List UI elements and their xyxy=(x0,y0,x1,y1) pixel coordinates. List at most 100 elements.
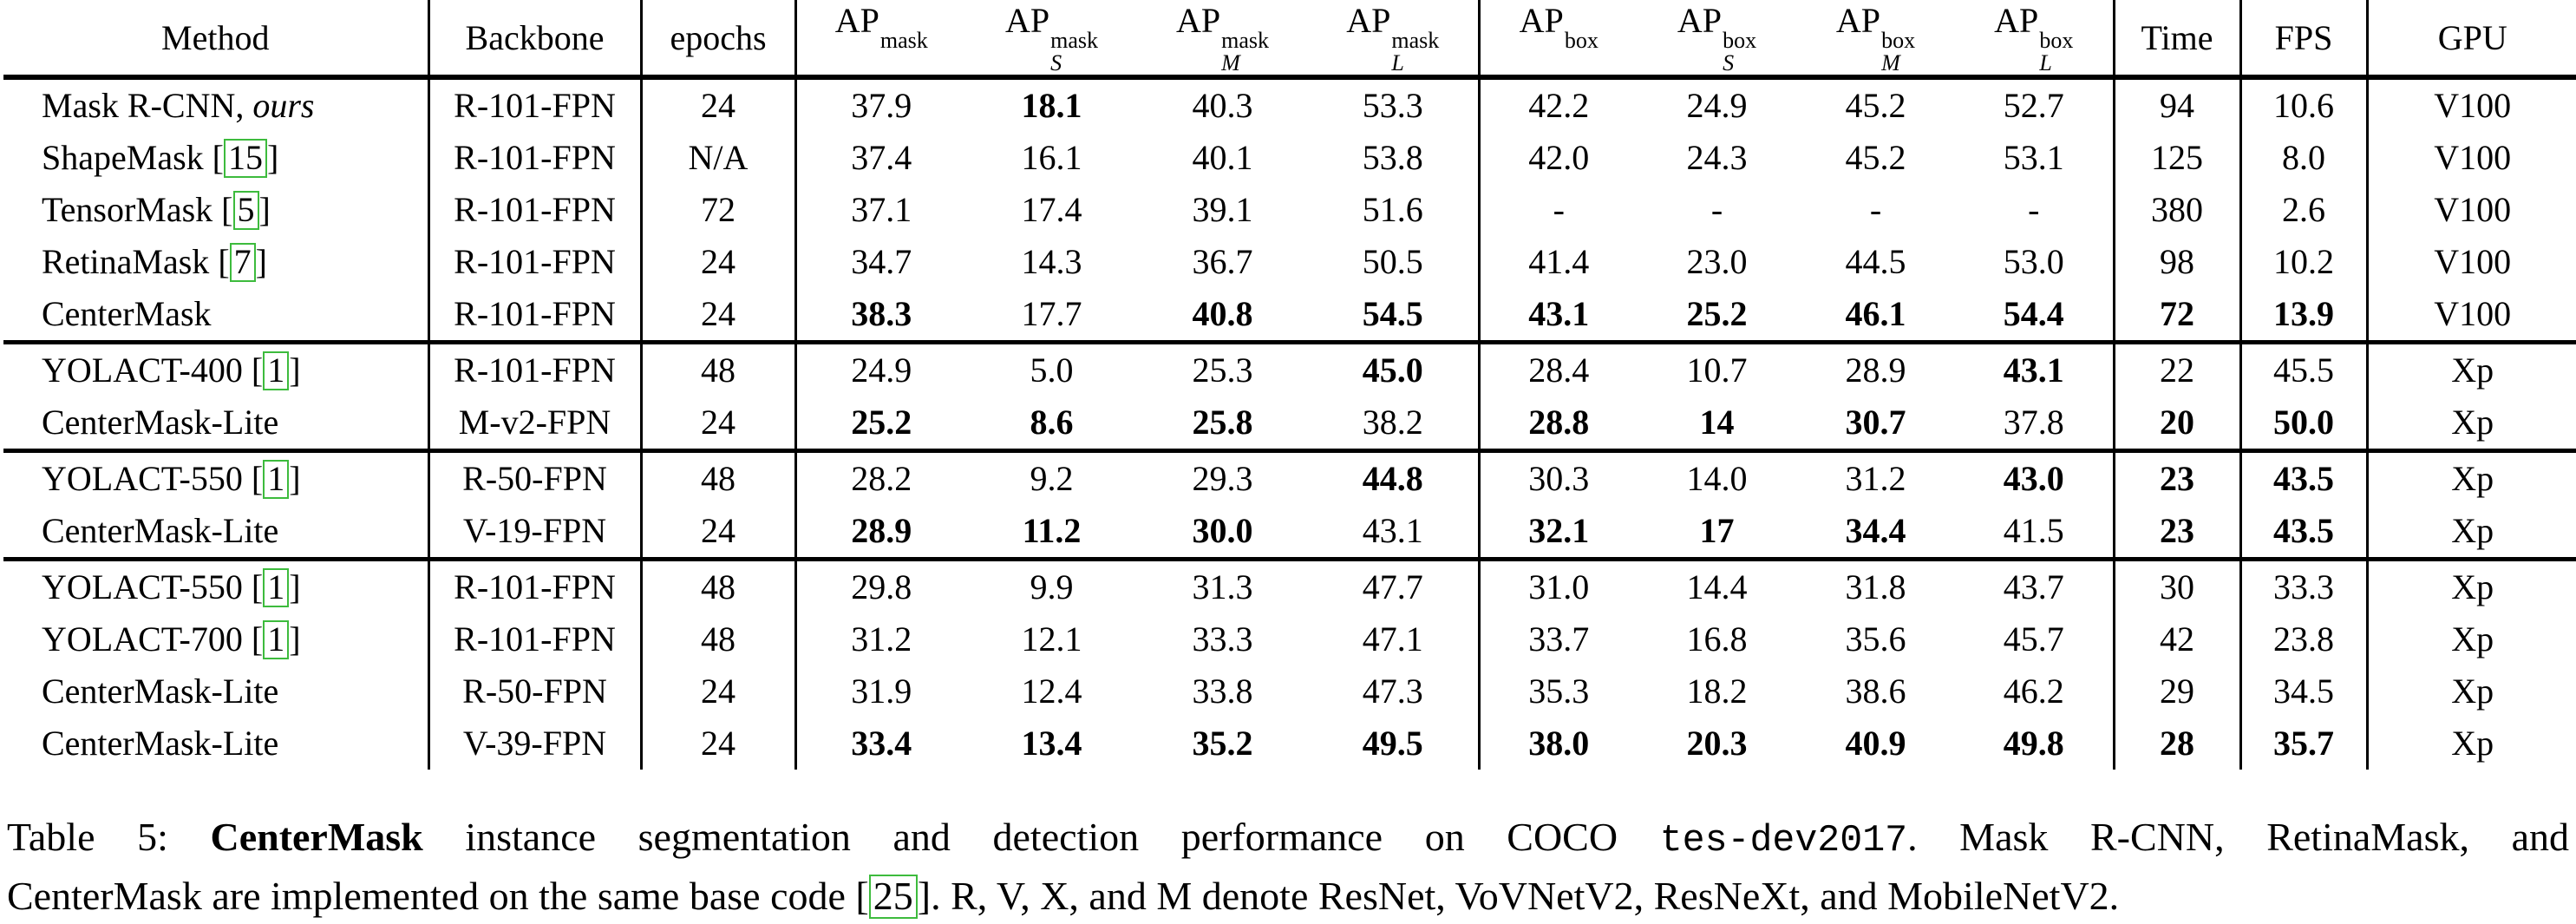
cell-ap-mask-m: 30.0 xyxy=(1192,511,1253,550)
cell-ap-box-l: 45.7 xyxy=(2003,619,2064,659)
cell-gpu: Xp xyxy=(2365,665,2576,718)
method-name: CenterMask-Lite xyxy=(42,672,279,711)
cell-ap-mask-l: 50.5 xyxy=(1362,242,1423,281)
cell-time: 23 xyxy=(2112,505,2240,560)
cell-ap-mask-m: 39.1 xyxy=(1192,190,1253,229)
column-header-ap-box-l: AP box L xyxy=(1955,0,2114,80)
cell-method: Mask R-CNN, ours xyxy=(3,77,428,132)
cell-fps: 2.6 xyxy=(2239,184,2367,236)
cell-ap-box: 38.0 xyxy=(1477,718,1638,770)
cell-ap-mask-s: 14.3 xyxy=(1021,242,1082,281)
citation-link[interactable]: 1 xyxy=(263,620,290,659)
method-ours-label: ours xyxy=(244,86,315,125)
cell-backbone: V-39-FPN xyxy=(427,718,641,770)
cell-ap-box-m: 46.1 xyxy=(1845,294,1906,333)
cell-ap-box-m: 35.6 xyxy=(1845,619,1906,659)
cell-ap-box: 31.0 xyxy=(1477,557,1638,613)
cell-fps: 10.6 xyxy=(2239,77,2367,132)
citation-link[interactable]: 25 xyxy=(868,875,918,919)
cell-ap-box: 43.1 xyxy=(1477,288,1638,343)
cell-ap-box-l: 49.8 xyxy=(2003,724,2064,763)
citation-link[interactable]: 5 xyxy=(232,191,259,230)
cell-ap-mask-l: 53.8 xyxy=(1362,138,1423,177)
cell-ap-box: 42.0 xyxy=(1477,132,1638,184)
column-header-ap-mask: AP mask xyxy=(794,0,966,80)
cell-ap-mask-m: 36.7 xyxy=(1192,242,1253,281)
table-row: YOLACT-400 [1] R-101-FPN 48 24.9 5.0 25.3 45.0… xyxy=(3,340,2576,396)
cell-time: 23 xyxy=(2112,449,2240,505)
cell-ap-mask: 28.9 xyxy=(794,505,966,560)
caption-prefix: Table 5: xyxy=(7,815,211,859)
cell-ap-box-s: - xyxy=(1710,190,1723,229)
cell-ap-box-l: 54.4 xyxy=(2003,294,2064,333)
cell-ap-box-s: 25.2 xyxy=(1686,294,1748,333)
method-name: CenterMask-Lite xyxy=(42,511,279,550)
citation-link[interactable]: 15 xyxy=(223,139,267,178)
table-row: TensorMask [5] R-101-FPN 72 37.1 17.4 39.1 51.… xyxy=(3,184,2576,236)
cell-ap-mask: 37.1 xyxy=(794,184,966,236)
cell-fps: 8.0 xyxy=(2239,132,2367,184)
cell-time: 72 xyxy=(2112,288,2240,343)
caption-dataset-code: tes-dev2017 xyxy=(1659,819,1908,862)
cell-time: 42 xyxy=(2112,613,2240,665)
cell-ap-box: 30.3 xyxy=(1477,449,1638,505)
caption-text: instance segmentation and detection perf… xyxy=(422,815,1660,859)
cell-fps: 45.5 xyxy=(2239,340,2367,396)
table-row: RetinaMask [7] R-101-FPN 24 34.7 14.3 36.7 50.… xyxy=(3,236,2576,288)
cell-ap-mask: 31.9 xyxy=(794,665,966,718)
cell-backbone: V-19-FPN xyxy=(427,505,641,560)
method-name: YOLACT-550 xyxy=(42,567,243,606)
table-row: CenterMask-Lite V-39-FPN 24 33.4 13.4 35.2 49.… xyxy=(3,718,2576,770)
cell-gpu: Xp xyxy=(2365,718,2576,770)
citation-link[interactable]: 1 xyxy=(263,568,290,607)
citation-link[interactable]: 7 xyxy=(229,243,256,282)
cell-ap-mask-s: 5.0 xyxy=(966,340,1137,396)
cell-epochs: 24 xyxy=(639,396,795,451)
cell-ap-box-l: 43.7 xyxy=(1955,557,2114,613)
cell-epochs: 24 xyxy=(639,77,795,132)
cell-ap-mask: 37.4 xyxy=(794,132,966,184)
cell-ap-mask: 31.2 xyxy=(794,613,966,665)
table-row: CenterMask-Lite R-50-FPN 24 31.9 12.4 33.8 47.… xyxy=(3,665,2576,718)
cell-backbone: R-101-FPN xyxy=(427,288,641,343)
cell-time: 29 xyxy=(2112,665,2240,718)
cell-epochs: 24 xyxy=(639,236,795,288)
cell-ap-mask-s: 12.1 xyxy=(1021,619,1082,659)
cell-ap-mask-l: 38.2 xyxy=(1362,403,1423,442)
cell-gpu: Xp xyxy=(2365,613,2576,665)
cell-ap-mask: 24.9 xyxy=(794,340,966,396)
caption-line-1: Table 5: CenterMask instance segmentatio… xyxy=(7,809,2569,868)
cell-fps: 34.5 xyxy=(2239,665,2367,718)
cell-gpu: Xp xyxy=(2365,396,2576,451)
cell-ap-mask-s: 9.2 xyxy=(966,449,1137,505)
results-table: Method Backbone epochs AP mask AP mask S AP… xyxy=(3,0,2576,770)
cell-ap-box-s: 24.9 xyxy=(1686,86,1748,125)
cell-method: CenterMask-Lite xyxy=(3,718,428,770)
cell-ap-mask-m: 33.8 xyxy=(1192,672,1253,711)
cell-time: 28 xyxy=(2112,718,2240,770)
cell-ap-box-m: 38.6 xyxy=(1845,672,1906,711)
cell-ap-box-l: 41.5 xyxy=(2003,511,2064,550)
cell-fps: 43.5 xyxy=(2239,505,2367,560)
cell-ap-box-l: 43.1 xyxy=(1955,340,2114,396)
cell-fps: 43.5 xyxy=(2239,449,2367,505)
cell-ap-mask-s: 13.4 xyxy=(1021,724,1082,763)
cell-ap-box-s: 14.4 xyxy=(1638,557,1796,613)
cell-backbone: R-101-FPN xyxy=(427,340,641,396)
cell-backbone: R-101-FPN xyxy=(427,236,641,288)
cell-ap-box-m: 45.2 xyxy=(1845,86,1906,125)
cell-ap-box-l: 53.0 xyxy=(2003,242,2064,281)
citation-link[interactable]: 1 xyxy=(263,351,290,390)
cell-ap-mask: 28.2 xyxy=(794,449,966,505)
cell-method: CenterMask xyxy=(3,288,428,343)
citation-link[interactable]: 1 xyxy=(263,460,290,499)
cell-epochs: 24 xyxy=(639,665,795,718)
cell-ap-mask-l: 47.3 xyxy=(1362,672,1423,711)
cell-ap-mask-m: 25.3 xyxy=(1137,340,1308,396)
cell-ap-mask: 37.9 xyxy=(794,77,966,132)
cell-gpu: V100 xyxy=(2365,288,2576,343)
cell-backbone: R-50-FPN xyxy=(427,449,641,505)
method-name: Mask R-CNN, xyxy=(42,86,245,125)
cell-ap-mask-l: 49.5 xyxy=(1362,724,1423,763)
cell-ap-mask-l: 45.0 xyxy=(1308,340,1479,396)
